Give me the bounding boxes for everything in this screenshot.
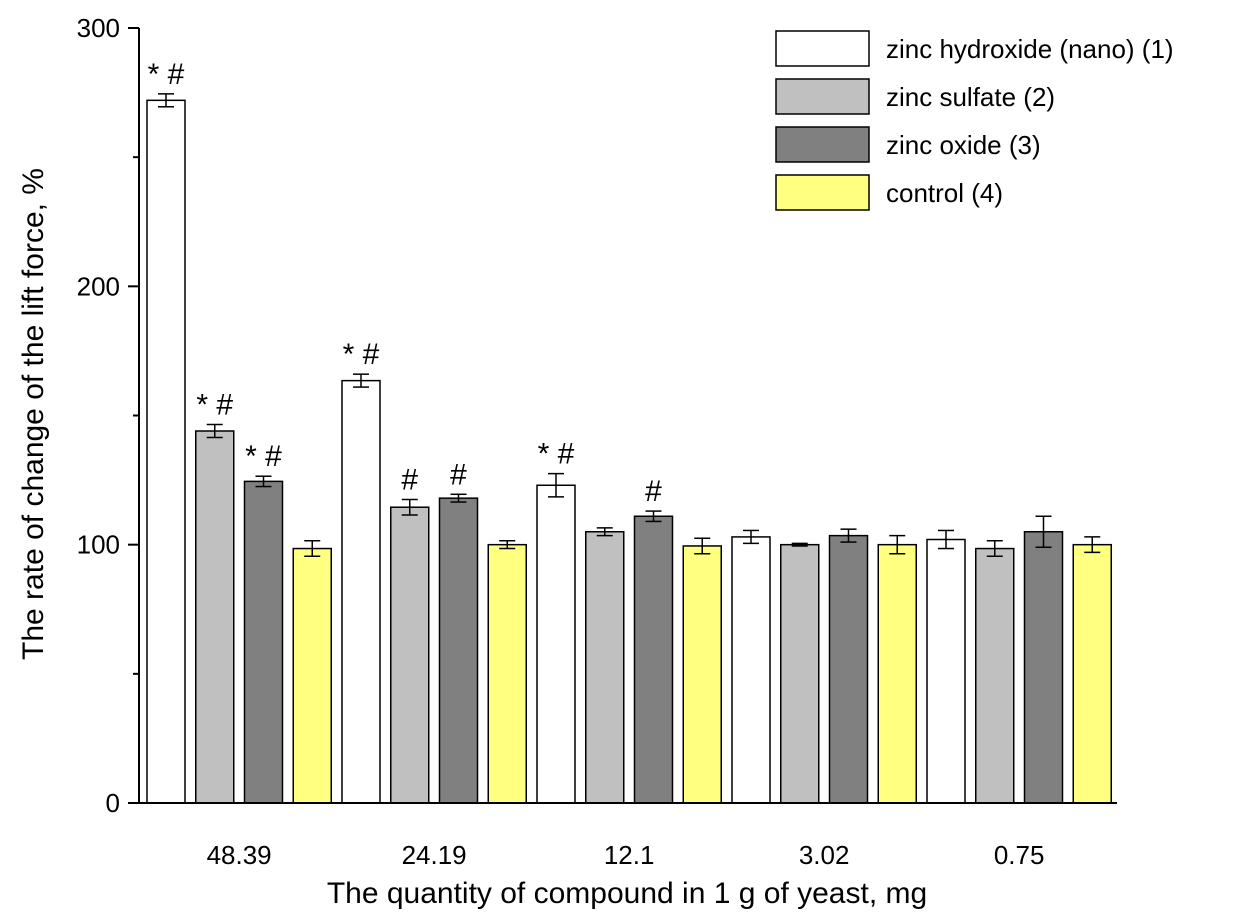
legend-swatch [775,30,870,67]
x-axis-title: The quantity of compound in 1 g of yeast… [327,877,927,910]
legend-swatch [775,78,870,115]
bar-2-3.02 [780,543,820,804]
x-tick-label: 12.1 [604,840,655,870]
legend-entry: zinc hydroxide (nano) (1) [775,30,1174,67]
bars-layer [146,99,1112,804]
bar-3-3.02 [828,534,869,804]
bar-2-48.39 [195,430,235,804]
x-tick-label: 3.02 [799,840,850,870]
error-bar [596,527,613,537]
legend-label: zinc oxide (3) [886,130,1041,160]
error-bar [1084,536,1101,554]
significance-label: * # [196,389,233,422]
error-bar [548,472,564,498]
x-tick-label: 48.39 [207,840,272,870]
error-bar [304,540,321,558]
error-bar [499,540,516,550]
legend-swatch [775,126,870,163]
error-bar [353,373,369,388]
legend-entry: zinc sulfate (2) [775,78,1055,115]
legend-entry: control (4) [775,174,1003,211]
bar-1-24.19 [341,379,381,804]
bar-3-0.75 [1023,531,1064,804]
error-bar [158,93,174,108]
error-bar [450,493,467,503]
significance-label: * # [245,440,282,473]
bar-1-0.75 [926,538,966,804]
bar-4-24.19 [487,543,527,804]
significance-label: * # [538,438,575,471]
significance-label: * # [148,58,185,91]
bar-1-48.39 [146,99,186,804]
y-tick-label: 200 [77,271,120,301]
y-axis-title: The rate of change of the lift force, % [17,168,50,660]
error-bars-layer [158,93,1101,558]
legend-label: zinc sulfate (2) [886,82,1055,112]
error-bar [645,510,662,523]
error-bar [743,529,759,545]
legend: zinc hydroxide (nano) (1) zinc sulfate (2… [775,30,1174,211]
legend-swatch [775,174,870,211]
y-tick-label: 100 [77,530,120,560]
significance-label: * # [343,338,380,371]
x-tick-label: 0.75 [994,840,1045,870]
bar-3-24.19 [438,497,479,804]
bar-1-3.02 [731,536,771,804]
bar-4-48.39 [292,547,332,804]
bar-1-12.1 [536,484,576,804]
legend-label: control (4) [886,178,1003,208]
bar-2-24.19 [390,506,430,804]
y-tick-label: 300 [77,13,120,43]
legend-entry: zinc oxide (3) [775,126,1041,163]
bar-4-0.75 [1072,543,1112,804]
error-bar [401,498,418,516]
error-bar [938,529,954,550]
bar-4-3.02 [877,543,917,804]
error-bar [206,423,223,439]
error-bar [986,540,1003,558]
y-ticks: 0 100 200 300 [77,13,139,818]
error-bar [255,475,272,488]
error-bar [889,534,906,555]
significance-label: # [401,463,418,496]
bar-2-0.75 [975,547,1015,804]
error-bar [840,528,857,543]
bar-2-12.1 [585,531,625,804]
significance-label: # [645,475,662,508]
legend-label: zinc hydroxide (nano) (1) [886,34,1174,64]
bar-3-12.1 [633,515,674,804]
x-tick-label: 24.19 [402,840,467,870]
error-bar [1035,515,1052,548]
significance-label: # [450,458,467,491]
bar-4-12.1 [682,545,722,804]
significance-annotations: * # * # * # * # # * # # # [148,58,663,508]
y-tick-label: 0 [106,788,120,818]
error-bar [791,542,808,547]
bar-3-48.39 [243,480,284,804]
x-ticks: 48.39 24.19 12.1 3.02 0.75 [207,840,1045,870]
error-bar [694,537,711,555]
